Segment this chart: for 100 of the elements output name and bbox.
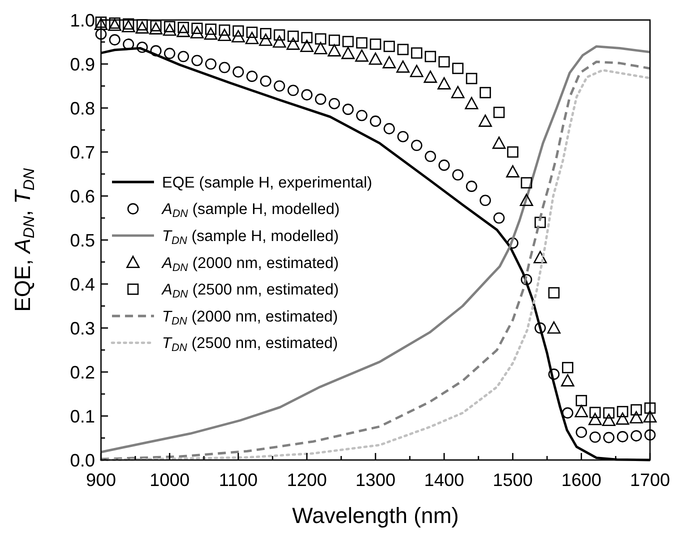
point (507, 146, 518, 158)
point (534, 250, 547, 264)
point (424, 70, 438, 83)
point (301, 89, 313, 100)
point (272, 35, 286, 48)
point (382, 56, 396, 68)
point (562, 407, 574, 419)
point (232, 25, 244, 37)
point (493, 212, 505, 224)
point (603, 407, 614, 419)
legend-label: EQE (sample H, experimental) (162, 174, 372, 192)
legend-label: A$_{DN}$ (2000 nm, estimated) (161, 254, 339, 274)
point (411, 47, 422, 59)
point (286, 38, 300, 50)
point (368, 52, 382, 65)
point (493, 106, 505, 118)
legend-label: A$_{DN}$ (sample H, modelled) (161, 201, 340, 220)
point (396, 60, 410, 73)
point (478, 114, 492, 127)
point (109, 34, 120, 46)
point (452, 169, 464, 181)
point (464, 96, 478, 110)
point (176, 24, 190, 38)
x-tick-label: 1300 (355, 470, 396, 490)
point (288, 30, 299, 42)
point (466, 180, 478, 192)
point (178, 22, 189, 34)
point (397, 44, 409, 56)
point (246, 26, 258, 38)
point (232, 30, 245, 42)
point (574, 404, 588, 418)
x-tick-label: 1200 (286, 470, 327, 490)
legend-label: T$_{DN}$ (2000 nm, estimated) (162, 308, 338, 328)
point (411, 140, 422, 152)
point (644, 402, 656, 414)
point (122, 18, 134, 30)
point (438, 160, 450, 171)
x-axis-title: Wavelength (nm) (292, 503, 459, 528)
point (300, 40, 314, 52)
point (191, 22, 203, 34)
point (314, 33, 326, 45)
point (616, 431, 628, 442)
y-tick-label: 0.1 (70, 406, 95, 426)
point (191, 54, 203, 66)
point (246, 70, 258, 82)
point (480, 86, 491, 98)
point (452, 62, 464, 74)
x-tick-label: 900 (86, 470, 116, 490)
point (520, 274, 532, 286)
point (274, 29, 286, 41)
point (245, 32, 259, 44)
point (95, 28, 107, 40)
point (149, 22, 163, 34)
x-tick-label: 1600 (561, 470, 602, 490)
point (301, 32, 313, 44)
point (136, 19, 148, 30)
point (548, 368, 560, 380)
point (561, 374, 574, 386)
point (95, 16, 107, 28)
y-tick-label: 0.4 (70, 274, 95, 294)
point (603, 432, 614, 444)
point (466, 72, 478, 84)
point (162, 23, 176, 36)
point (190, 26, 204, 38)
point (274, 80, 286, 92)
point (616, 412, 630, 425)
point (328, 98, 340, 110)
point (218, 28, 232, 42)
point (232, 66, 244, 78)
point (397, 130, 409, 142)
point (94, 18, 108, 30)
point (576, 394, 588, 406)
point (259, 34, 272, 46)
point (480, 194, 491, 206)
point (218, 24, 230, 36)
point (136, 42, 148, 53)
y-tick-label: 0.2 (70, 362, 95, 382)
point (451, 86, 464, 98)
point (260, 76, 272, 87)
point (506, 165, 520, 178)
point (643, 410, 657, 423)
point (204, 27, 218, 40)
point (520, 177, 532, 188)
point (342, 36, 354, 48)
point (260, 28, 272, 40)
point (218, 62, 230, 74)
legend-label: A$_{DN}$ (2500 nm, estimated) (161, 282, 339, 300)
point (630, 404, 642, 416)
y-tick-label: 0.0 (70, 450, 95, 470)
point (438, 56, 450, 68)
point (342, 104, 354, 115)
point (355, 49, 368, 62)
point (314, 42, 328, 54)
point (616, 406, 628, 418)
point (328, 34, 340, 46)
point (534, 216, 546, 228)
y-tick-label: 0.9 (70, 54, 95, 74)
point (356, 110, 368, 122)
legend-label: T$_{DN}$ (sample H, modelled) (162, 228, 339, 247)
point (164, 20, 176, 32)
